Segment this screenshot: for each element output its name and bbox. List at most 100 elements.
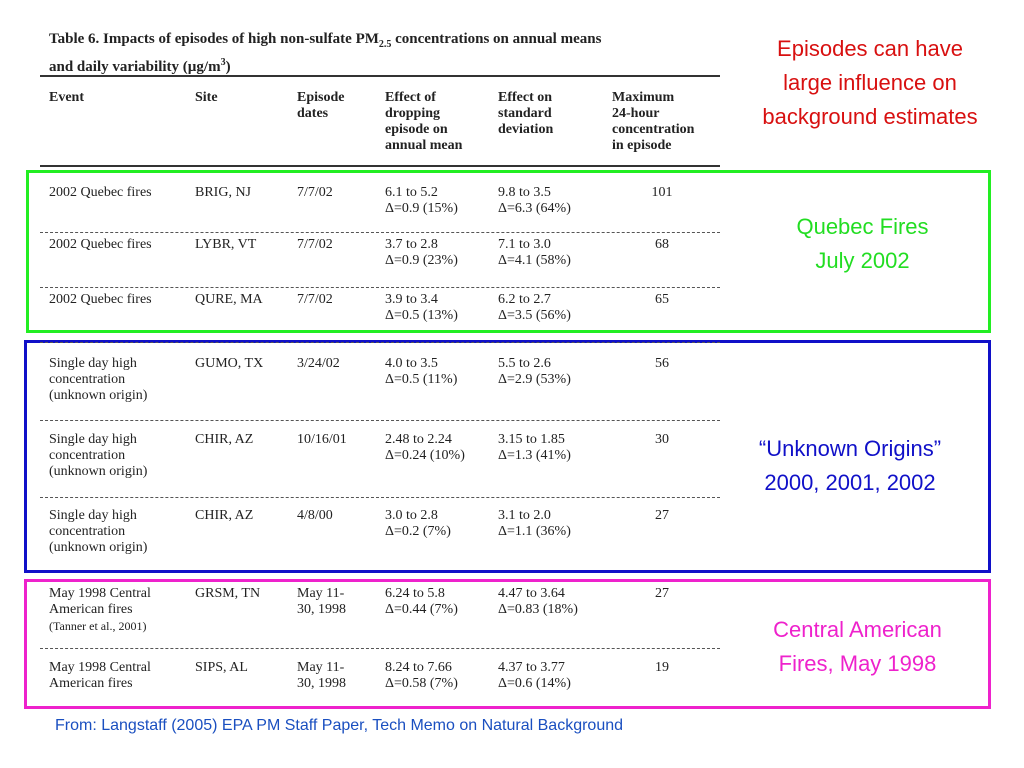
- cell-text: 68: [655, 237, 669, 252]
- annotation-line: Episodes can have: [777, 36, 963, 61]
- annotation-line: 2000, 2001, 2002: [764, 470, 936, 495]
- cell-text: Δ=0.2 (7%): [385, 524, 451, 539]
- row-separator: [40, 287, 720, 288]
- cell-text: 30, 1998: [297, 676, 346, 691]
- group-box: [24, 579, 991, 709]
- cell-text: American fires: [49, 602, 133, 617]
- cell-text: 65: [655, 292, 669, 307]
- cell-text: Δ=0.58 (7%): [385, 676, 458, 691]
- cell-text: Site: [195, 90, 218, 105]
- cell-text: 7/7/02: [297, 185, 333, 200]
- source: From: Langstaff (2005) EPA PM Staff Pape…: [55, 717, 624, 734]
- cell-text: 7/7/02: [297, 292, 333, 307]
- cell-text: Δ=0.83 (18%): [498, 602, 578, 617]
- title-text: concentrations on annual means: [391, 31, 602, 47]
- cell-text: GRSM, TN: [195, 586, 261, 601]
- cell-text: annual mean: [385, 138, 463, 153]
- cell-text: 7.1 to 3.0: [498, 237, 551, 252]
- row-separator: [40, 497, 720, 498]
- annotation-line: large influence on: [783, 70, 957, 95]
- rule: [40, 165, 720, 167]
- cell-text: (Tanner et al., 2001): [49, 619, 147, 633]
- cell-text: Effect on: [498, 90, 553, 105]
- cell-text: 24-hour: [612, 106, 660, 121]
- cell-text: 30, 1998: [297, 602, 346, 617]
- cell-text: LYBR, VT: [195, 237, 257, 252]
- cell-text: Δ=0.6 (14%): [498, 676, 571, 691]
- cell-text: (unknown origin): [49, 388, 148, 403]
- cell-text: Maximum: [612, 90, 675, 105]
- cell-text: 3.15 to 1.85: [498, 432, 565, 447]
- cell-text: Δ=4.1 (58%): [498, 253, 571, 268]
- cell-text: concentration: [612, 122, 695, 137]
- annotation-line: background estimates: [762, 104, 978, 129]
- cell-text: GUMO, TX: [195, 356, 264, 371]
- cell-text: 5.5 to 2.6: [498, 356, 551, 371]
- annotation-line: “Unknown Origins”: [758, 436, 942, 461]
- cell-text: concentration: [49, 372, 126, 387]
- cell-text: 2.48 to 2.24: [385, 432, 452, 447]
- annotation-line: Quebec Fires: [796, 214, 929, 239]
- cell-text: 4/8/00: [297, 508, 333, 523]
- cell-text: BRIG, NJ: [195, 185, 252, 200]
- cell-text: Single day high: [49, 432, 137, 447]
- row-separator: [40, 648, 720, 649]
- cell-text: 2002 Quebec fires: [49, 185, 152, 200]
- title-text: Table 6. Impacts of episodes of high non…: [49, 31, 379, 47]
- cell-text: American fires: [49, 676, 133, 691]
- cell-text: 30: [655, 432, 669, 447]
- group-box: [26, 170, 991, 333]
- cell-text: SIPS, AL: [195, 660, 248, 675]
- cell-text: Δ=6.3 (64%): [498, 201, 571, 216]
- cell-text: deviation: [498, 122, 554, 137]
- cell-text: 27: [655, 586, 669, 601]
- cell-text: 4.0 to 3.5: [385, 356, 438, 371]
- cell-text: in episode: [612, 138, 672, 153]
- cell-text: Δ=0.24 (10%): [385, 448, 465, 463]
- cell-text: 2002 Quebec fires: [49, 237, 152, 252]
- annotation-line: Fires, May 1998: [778, 651, 937, 676]
- cell-text: Δ=1.1 (36%): [498, 524, 571, 539]
- cell-text: 6.1 to 5.2: [385, 185, 438, 200]
- cell-text: CHIR, AZ: [195, 508, 254, 523]
- cell-text: Δ=0.9 (23%): [385, 253, 458, 268]
- row-separator: [40, 232, 720, 233]
- cell-text: 6.24 to 5.8: [385, 586, 445, 601]
- cell-text: 6.2 to 2.7: [498, 292, 551, 307]
- cell-text: 19: [655, 660, 669, 675]
- cell-text: May 1998 Central: [49, 660, 151, 675]
- cell-text: 2002 Quebec fires: [49, 292, 152, 307]
- cell-text: 3.9 to 3.4: [385, 292, 438, 307]
- cell-text: Single day high: [49, 356, 137, 371]
- cell-text: 56: [655, 356, 669, 371]
- cell-text: 3/24/02: [297, 356, 340, 371]
- cell-text: dates: [297, 106, 329, 121]
- cell-text: concentration: [49, 524, 126, 539]
- cell-text: 3.1 to 2.0: [498, 508, 551, 523]
- cell-text: 10/16/01: [297, 432, 347, 447]
- cell-text: Effect of: [385, 90, 436, 105]
- row-separator: [40, 342, 720, 343]
- title-text: ): [225, 59, 231, 75]
- cell-text: (unknown origin): [49, 540, 148, 555]
- title-sup: 3: [220, 57, 226, 68]
- title-text: and daily variability (µg/m: [49, 59, 221, 75]
- cell-text: 8.24 to 7.66: [385, 660, 452, 675]
- cell-text: 101: [651, 185, 673, 200]
- cell-text: Δ=0.5 (13%): [385, 308, 458, 323]
- annotation-line: Central American: [773, 617, 942, 642]
- cell-text: May 11-: [297, 586, 345, 601]
- annotation: Central American Fires, May 1998: [730, 613, 985, 681]
- cell-text: dropping: [385, 106, 440, 121]
- table-title: Table 6. Impacts of episodes of high non…: [49, 30, 601, 76]
- group-box: [24, 340, 991, 573]
- cell-text: Episode: [297, 90, 345, 105]
- annotation-line: July 2002: [815, 248, 910, 273]
- cell-text: May 1998 Central: [49, 586, 151, 601]
- annotation: Quebec Fires July 2002: [740, 210, 985, 278]
- cell-text: Δ=0.9 (15%): [385, 201, 458, 216]
- cell-text: Single day high: [49, 508, 137, 523]
- annotation: Episodes can have large influence on backg…: [725, 32, 1015, 134]
- cell-text: 4.47 to 3.64: [498, 586, 565, 601]
